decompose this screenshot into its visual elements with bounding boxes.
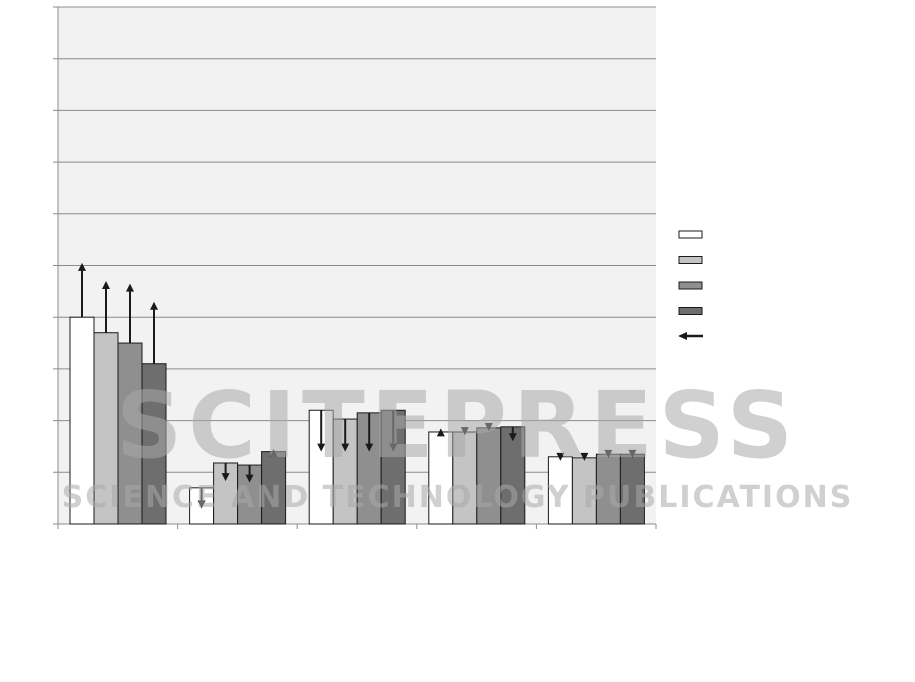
- bar: [428, 431, 454, 525]
- change-arrow-head: [556, 452, 565, 461]
- bar: [69, 316, 95, 525]
- legend-swatch: [678, 307, 703, 315]
- change-arrow-head: [197, 500, 206, 509]
- bar: [141, 363, 167, 525]
- change-arrow-head: [580, 452, 589, 461]
- bar: [261, 451, 287, 525]
- change-arrow-head: [245, 474, 254, 483]
- change-arrow-head: [389, 443, 398, 452]
- change-arrow-head: [604, 449, 613, 458]
- bar: [117, 342, 143, 525]
- bar: [452, 431, 478, 525]
- change-arrow-head: [436, 428, 445, 437]
- change-arrow-head: [102, 281, 110, 290]
- bar: [476, 427, 502, 525]
- legend-swatch: [678, 230, 703, 239]
- legend-arrow-head: [678, 332, 687, 340]
- change-arrow-head: [460, 427, 469, 436]
- change-arrow-head: [269, 449, 278, 458]
- bar: [93, 332, 119, 525]
- change-arrow-head: [78, 262, 86, 271]
- change-arrow-head: [150, 301, 158, 310]
- bar: [547, 456, 573, 525]
- bar: [500, 426, 526, 525]
- change-arrow-head: [126, 283, 134, 292]
- bar: [595, 453, 621, 525]
- bar: [619, 453, 645, 525]
- change-arrow-head: [365, 443, 374, 452]
- change-arrow-head: [317, 443, 326, 452]
- change-arrow-head: [221, 473, 230, 482]
- change-arrow-head: [508, 433, 517, 442]
- change-arrow-head: [484, 422, 493, 431]
- legend-swatch: [678, 256, 703, 264]
- change-arrow-head: [341, 443, 350, 452]
- legend-swatch: [678, 281, 703, 290]
- change-arrow-head: [628, 449, 637, 458]
- bar: [571, 457, 597, 525]
